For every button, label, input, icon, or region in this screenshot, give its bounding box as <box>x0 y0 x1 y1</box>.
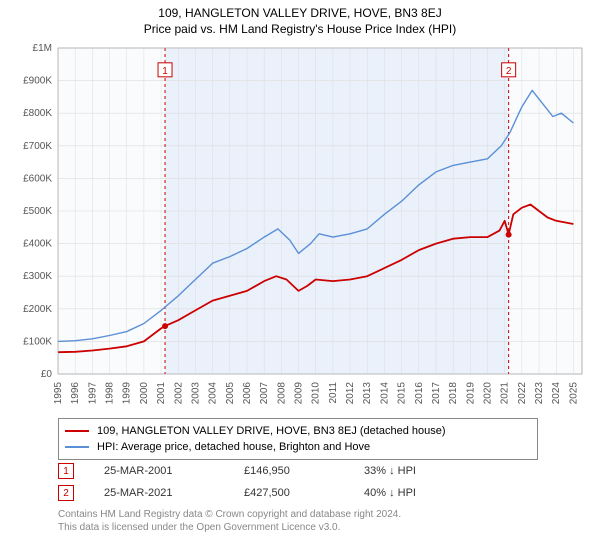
svg-text:1998: 1998 <box>105 382 116 405</box>
svg-text:2018: 2018 <box>448 382 459 405</box>
legend-row: 109, HANGLETON VALLEY DRIVE, HOVE, BN3 8… <box>65 423 531 439</box>
svg-text:2022: 2022 <box>517 382 528 405</box>
svg-text:2015: 2015 <box>397 382 408 405</box>
svg-text:2020: 2020 <box>483 382 494 405</box>
marker-price: £427,500 <box>244 487 364 499</box>
svg-text:£100K: £100K <box>23 336 52 347</box>
chart-area: £0 £100K £200K £300K £400K £500K £600K £700K £80… <box>0 42 600 412</box>
legend-label: 109, HANGLETON VALLEY DRIVE, HOVE, BN3 8… <box>97 425 446 437</box>
svg-text:2011: 2011 <box>328 382 339 404</box>
svg-text:2023: 2023 <box>534 382 545 405</box>
line-chart-svg: £0 £100K £200K £300K £400K £500K £600K £700K £80… <box>0 42 600 412</box>
svg-text:2006: 2006 <box>242 382 253 405</box>
svg-text:£700K: £700K <box>23 141 52 152</box>
svg-text:2004: 2004 <box>208 382 219 405</box>
marker-row: 1 25-MAR-2001£146,95033% ↓ HPI <box>58 460 484 482</box>
sale-markers-table: 1 25-MAR-2001£146,95033% ↓ HPI 2 25-MAR-202… <box>58 460 484 504</box>
chart-subtitle: Price paid vs. HM Land Registry's House … <box>0 20 600 40</box>
svg-text:£800K: £800K <box>23 108 52 119</box>
svg-text:2002: 2002 <box>173 382 184 405</box>
footer-text: Contains HM Land Registry data © Crown c… <box>58 508 401 534</box>
svg-text:2: 2 <box>506 66 512 77</box>
svg-text:2007: 2007 <box>259 382 270 405</box>
svg-text:2001: 2001 <box>156 382 167 405</box>
svg-text:2010: 2010 <box>311 382 322 405</box>
legend-swatch <box>65 446 89 448</box>
svg-text:1997: 1997 <box>87 382 98 405</box>
svg-text:2024: 2024 <box>551 382 562 405</box>
svg-text:1: 1 <box>162 66 168 77</box>
legend-label: HPI: Average price, detached house, Brig… <box>97 441 370 453</box>
legend-swatch <box>65 430 89 432</box>
svg-text:2014: 2014 <box>379 382 390 405</box>
svg-text:£1M: £1M <box>33 43 52 54</box>
svg-text:2021: 2021 <box>500 382 511 405</box>
marker-price: £146,950 <box>244 465 364 477</box>
svg-text:2003: 2003 <box>190 382 201 405</box>
svg-text:2013: 2013 <box>362 382 373 405</box>
marker-date: 25-MAR-2001 <box>104 465 244 477</box>
svg-text:£400K: £400K <box>23 239 52 250</box>
footer-line-1: Contains HM Land Registry data © Crown c… <box>58 508 401 521</box>
marker-row: 2 25-MAR-2021£427,50040% ↓ HPI <box>58 482 484 504</box>
svg-text:2017: 2017 <box>431 382 442 405</box>
footer-line-2: This data is licensed under the Open Gov… <box>58 521 401 534</box>
marker-pct: 33% ↓ HPI <box>364 465 484 477</box>
legend-row: HPI: Average price, detached house, Brig… <box>65 439 531 455</box>
marker-number-box: 2 <box>58 485 74 501</box>
svg-text:2025: 2025 <box>568 382 579 405</box>
legend: 109, HANGLETON VALLEY DRIVE, HOVE, BN3 8… <box>58 418 538 460</box>
svg-text:1996: 1996 <box>70 382 81 405</box>
svg-text:2005: 2005 <box>225 382 236 405</box>
svg-text:2012: 2012 <box>345 382 356 405</box>
svg-text:£500K: £500K <box>23 206 52 217</box>
svg-text:£300K: £300K <box>23 271 52 282</box>
svg-text:2016: 2016 <box>414 382 425 405</box>
marker-pct: 40% ↓ HPI <box>364 487 484 499</box>
svg-text:2000: 2000 <box>139 382 150 405</box>
svg-text:2008: 2008 <box>276 382 287 405</box>
svg-text:1995: 1995 <box>53 382 64 405</box>
svg-text:2009: 2009 <box>294 382 305 405</box>
svg-text:2019: 2019 <box>465 382 476 405</box>
svg-text:1999: 1999 <box>122 382 133 405</box>
marker-number-box: 1 <box>58 463 74 479</box>
svg-text:£900K: £900K <box>23 76 52 87</box>
svg-text:£200K: £200K <box>23 304 52 315</box>
chart-container: 109, HANGLETON VALLEY DRIVE, HOVE, BN3 8… <box>0 0 600 560</box>
svg-text:£0: £0 <box>41 369 53 380</box>
chart-title: 109, HANGLETON VALLEY DRIVE, HOVE, BN3 8… <box>0 0 600 20</box>
marker-date: 25-MAR-2021 <box>104 487 244 499</box>
svg-text:£600K: £600K <box>23 173 52 184</box>
